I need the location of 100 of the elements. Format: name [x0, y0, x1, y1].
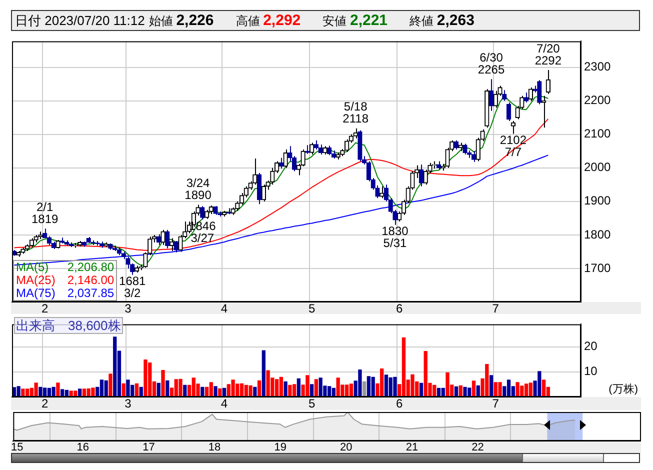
x-tick-label: 16 — [76, 442, 90, 454]
bar — [410, 374, 414, 397]
bar — [489, 375, 494, 397]
bar — [214, 386, 218, 397]
x-tick-label: 21 — [406, 442, 418, 454]
candlestick — [204, 209, 210, 220]
x-tick-label: 5 — [308, 396, 316, 411]
candlestick — [165, 229, 170, 249]
candlestick — [537, 80, 542, 105]
candlestick — [546, 70, 551, 94]
bar — [463, 386, 467, 397]
x-tick-label: 7 — [492, 396, 500, 411]
bar — [100, 380, 104, 397]
bar — [384, 374, 388, 397]
annotation: 2/1 1819 — [31, 200, 58, 226]
candlestick — [510, 120, 516, 134]
annotation: 7/20 2292 — [534, 41, 562, 68]
bar — [21, 388, 25, 397]
bar — [528, 382, 532, 397]
bar — [231, 380, 235, 397]
x-tick-label: 3 — [124, 302, 132, 316]
y-tick-label: 2300 — [584, 60, 612, 74]
bar — [113, 336, 117, 397]
bar — [74, 390, 78, 397]
text: 高値 2,292 — [236, 12, 301, 28]
candlestick — [261, 184, 266, 202]
text: 終値 2,263 — [410, 12, 474, 28]
candlestick — [353, 128, 358, 139]
candlestick — [506, 102, 512, 122]
y-tick-label: 2200 — [584, 93, 612, 108]
bar — [506, 380, 511, 397]
y-tick-label: 1700 — [584, 260, 612, 275]
x-tick-label: 18 — [208, 442, 221, 454]
text: MA(5) 2,206.80 — [16, 260, 114, 274]
candlestick — [256, 172, 262, 205]
bar — [288, 384, 292, 397]
y-tick-label: 10 — [584, 364, 598, 378]
annotation: 5/18 2118 — [342, 100, 369, 126]
bar — [38, 386, 42, 397]
bar — [274, 379, 279, 397]
candlestick — [252, 158, 258, 186]
text: 始値 2,226 — [148, 12, 214, 28]
bar — [144, 360, 148, 397]
bar — [178, 378, 182, 397]
chart-title: 出来高 38,600株 — [14, 317, 123, 334]
candlestick — [528, 86, 533, 102]
bar — [314, 379, 318, 397]
candlestick — [414, 164, 420, 178]
x-tick-label: 2 — [41, 396, 48, 411]
x-tick-label: 7 — [492, 302, 500, 316]
bar — [56, 382, 60, 397]
candlestick — [148, 236, 152, 256]
candlestick — [143, 252, 148, 268]
bar — [371, 376, 375, 397]
candlestick — [344, 138, 350, 152]
bar — [358, 370, 362, 397]
y-tick-label: 1800 — [584, 227, 612, 242]
candlestick — [178, 234, 183, 252]
annotation: 1681 3/2 — [119, 274, 146, 300]
x-tick-label: 3 — [124, 396, 132, 411]
bar — [161, 370, 165, 397]
bar — [248, 385, 252, 397]
candlestick — [471, 150, 476, 162]
annotation: 3/24 1890 — [184, 176, 212, 202]
bar — [542, 380, 546, 397]
bar — [366, 376, 371, 397]
bar — [126, 380, 130, 397]
y-tick-label: 2000 — [584, 160, 612, 174]
x-tick-label: 17 — [142, 442, 155, 454]
bar — [516, 382, 520, 397]
bar — [209, 382, 213, 397]
y-tick-label: 20 — [584, 339, 598, 354]
x-tick-label: 20 — [340, 442, 352, 454]
y-tick-label: 1900 — [584, 194, 612, 208]
bar — [472, 380, 476, 397]
series-label: MA(75) 2,037.85 — [16, 286, 114, 300]
x-tick-label: 22 — [472, 442, 484, 454]
bar — [446, 372, 450, 397]
candlestick — [380, 186, 384, 199]
x-tick-label: 19 — [274, 442, 286, 454]
x-tick-label: 2 — [41, 302, 48, 316]
candlestick — [418, 164, 424, 187]
bar — [393, 376, 397, 397]
candlestick — [462, 143, 468, 156]
bar — [16, 386, 20, 397]
y-tick-label: 2100 — [584, 126, 612, 141]
bar — [262, 350, 266, 397]
bar — [91, 388, 95, 397]
bar — [296, 378, 301, 397]
x-tick-label: 4 — [220, 396, 228, 411]
candlestick — [314, 140, 319, 150]
bar — [34, 382, 38, 397]
x-tick-label: 5 — [308, 302, 316, 316]
text: 安値 2,221 — [322, 12, 388, 28]
candlestick — [423, 169, 428, 186]
candlestick — [174, 240, 178, 253]
candlestick — [200, 206, 205, 220]
candlestick — [488, 78, 494, 112]
candlestick — [278, 157, 284, 170]
candlestick — [493, 90, 498, 108]
